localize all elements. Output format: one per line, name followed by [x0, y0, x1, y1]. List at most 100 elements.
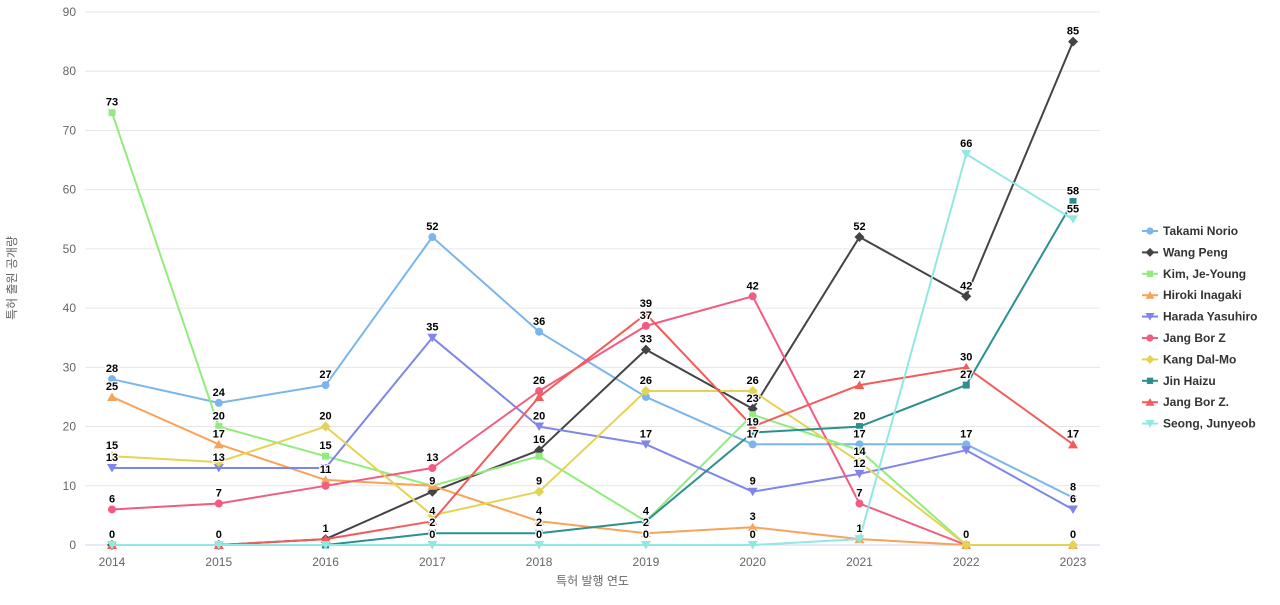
- y-tick-label: 60: [63, 183, 77, 197]
- data-label: 4: [536, 505, 543, 517]
- data-label: 39: [640, 298, 652, 310]
- marker-square: [642, 517, 650, 525]
- marker-square: [855, 446, 863, 454]
- marker-diamond: [640, 344, 651, 355]
- x-tick-label: 2016: [312, 555, 339, 569]
- series-kang-dal-mo[interactable]: [107, 386, 1079, 550]
- y-tick-label: 20: [63, 420, 77, 434]
- legend-label: Takami Norio: [1163, 224, 1238, 238]
- legend-label: Wang Peng: [1163, 245, 1228, 259]
- marker-square: [428, 529, 436, 537]
- data-label: 14: [853, 446, 866, 458]
- series-jang-bor-z-[interactable]: [107, 309, 1079, 549]
- marker-triangle-down: [640, 440, 651, 449]
- data-label: 55: [1067, 203, 1079, 215]
- marker-square: [322, 452, 330, 460]
- marker-circle: [641, 392, 650, 401]
- marker-circle: [108, 375, 116, 384]
- marker-circle: [641, 321, 650, 330]
- marker-triangle: [854, 380, 865, 390]
- x-ticks: 2014 2015 2016 2017 2018 2019 2020 2021 2022 2023: [99, 555, 1087, 569]
- legend-item-takami-norio[interactable]: Takami Norio: [1142, 224, 1238, 238]
- marker-triangle-down: [107, 541, 117, 550]
- data-label: 52: [853, 221, 865, 233]
- data-label: 2: [643, 517, 649, 529]
- data-label: 1: [322, 523, 328, 535]
- marker-triangle-down: [1145, 313, 1155, 321]
- marker-diamond: [320, 421, 331, 432]
- marker-triangle: [1068, 439, 1079, 449]
- data-label: 17: [853, 428, 865, 440]
- data-label: 17: [747, 428, 759, 440]
- legend-label: Seong, Junyeob: [1163, 417, 1256, 431]
- data-label: 26: [533, 375, 545, 387]
- data-label: 20: [533, 411, 545, 423]
- marker-circle: [321, 381, 330, 390]
- marker-circle: [535, 387, 544, 396]
- legend-item-hiroki-inagaki[interactable]: Hiroki Inagaki: [1142, 288, 1242, 302]
- legend-item-harada-yasuhiro[interactable]: Harada Yasuhiro: [1142, 310, 1258, 324]
- series-line: [111, 236, 1074, 499]
- data-label: 4: [643, 505, 650, 517]
- marker-diamond: [213, 457, 224, 468]
- marker-triangle-down: [961, 150, 972, 159]
- marker-circle: [748, 292, 757, 301]
- marker-square: [215, 423, 223, 431]
- series-line: [111, 395, 1074, 546]
- marker-triangle: [640, 528, 651, 538]
- legend-item-jin-haizu[interactable]: Jin Haizu: [1142, 374, 1216, 388]
- marker-triangle: [534, 392, 545, 401]
- data-label: 15: [319, 440, 331, 452]
- legend-label: Kang Dal-Mo: [1163, 352, 1236, 366]
- data-label: 20: [213, 411, 225, 423]
- marker-diamond: [534, 486, 545, 497]
- data-label: 7: [856, 488, 862, 500]
- legend-item-kang-dal-mo[interactable]: Kang Dal-Mo: [1142, 352, 1236, 366]
- marker-diamond: [961, 291, 972, 302]
- data-label: 6: [109, 493, 115, 505]
- marker-circle: [1146, 334, 1154, 342]
- legend-item-seong-junyeob[interactable]: Seong, Junyeob: [1142, 417, 1256, 431]
- series-wang-peng[interactable]: [107, 36, 1079, 550]
- data-label: 0: [1070, 529, 1076, 541]
- data-label: 42: [747, 280, 759, 292]
- marker-triangle: [534, 516, 545, 526]
- legend-item-kim-je-young[interactable]: Kim, Je-Young: [1142, 267, 1246, 281]
- data-label: 73: [106, 97, 118, 109]
- marker-triangle: [747, 422, 758, 431]
- data-label: 12: [853, 458, 865, 470]
- x-tick-label: 2019: [633, 555, 660, 569]
- legend-item-jang-bor-z-[interactable]: Jang Bor Z.: [1142, 395, 1229, 409]
- marker-triangle-down: [961, 446, 972, 455]
- marker-diamond: [854, 457, 865, 468]
- series-line: [111, 153, 1074, 546]
- series-line: [111, 390, 1074, 546]
- data-label: 42: [960, 280, 972, 292]
- data-label: 15: [106, 440, 118, 452]
- data-label: 8: [1070, 482, 1076, 494]
- series-line: [111, 313, 1074, 546]
- series-hiroki-inagaki[interactable]: [107, 392, 1079, 549]
- legend-item-wang-peng[interactable]: Wang Peng: [1142, 245, 1228, 259]
- marker-triangle-down: [1068, 505, 1079, 514]
- y-tick-label: 90: [63, 5, 77, 19]
- marker-square: [1069, 198, 1077, 206]
- series-seong-junyeob[interactable]: [107, 150, 1079, 550]
- x-tick-label: 2022: [953, 555, 980, 569]
- marker-square: [535, 452, 543, 460]
- marker-diamond: [747, 386, 758, 397]
- series-harada-yasuhiro[interactable]: [107, 333, 1079, 514]
- marker-triangle: [427, 516, 438, 526]
- marker-triangle-down: [213, 541, 224, 550]
- data-label: 13: [426, 452, 438, 464]
- y-tick-label: 40: [63, 301, 77, 315]
- y-tick-label: 70: [63, 123, 77, 137]
- data-label: 17: [640, 428, 652, 440]
- marker-triangle-down: [320, 464, 331, 473]
- marker-circle: [428, 233, 437, 242]
- data-label: 27: [853, 369, 865, 381]
- data-label: 9: [536, 476, 542, 488]
- legend-item-jang-bor-z[interactable]: Jang Bor Z: [1142, 331, 1226, 345]
